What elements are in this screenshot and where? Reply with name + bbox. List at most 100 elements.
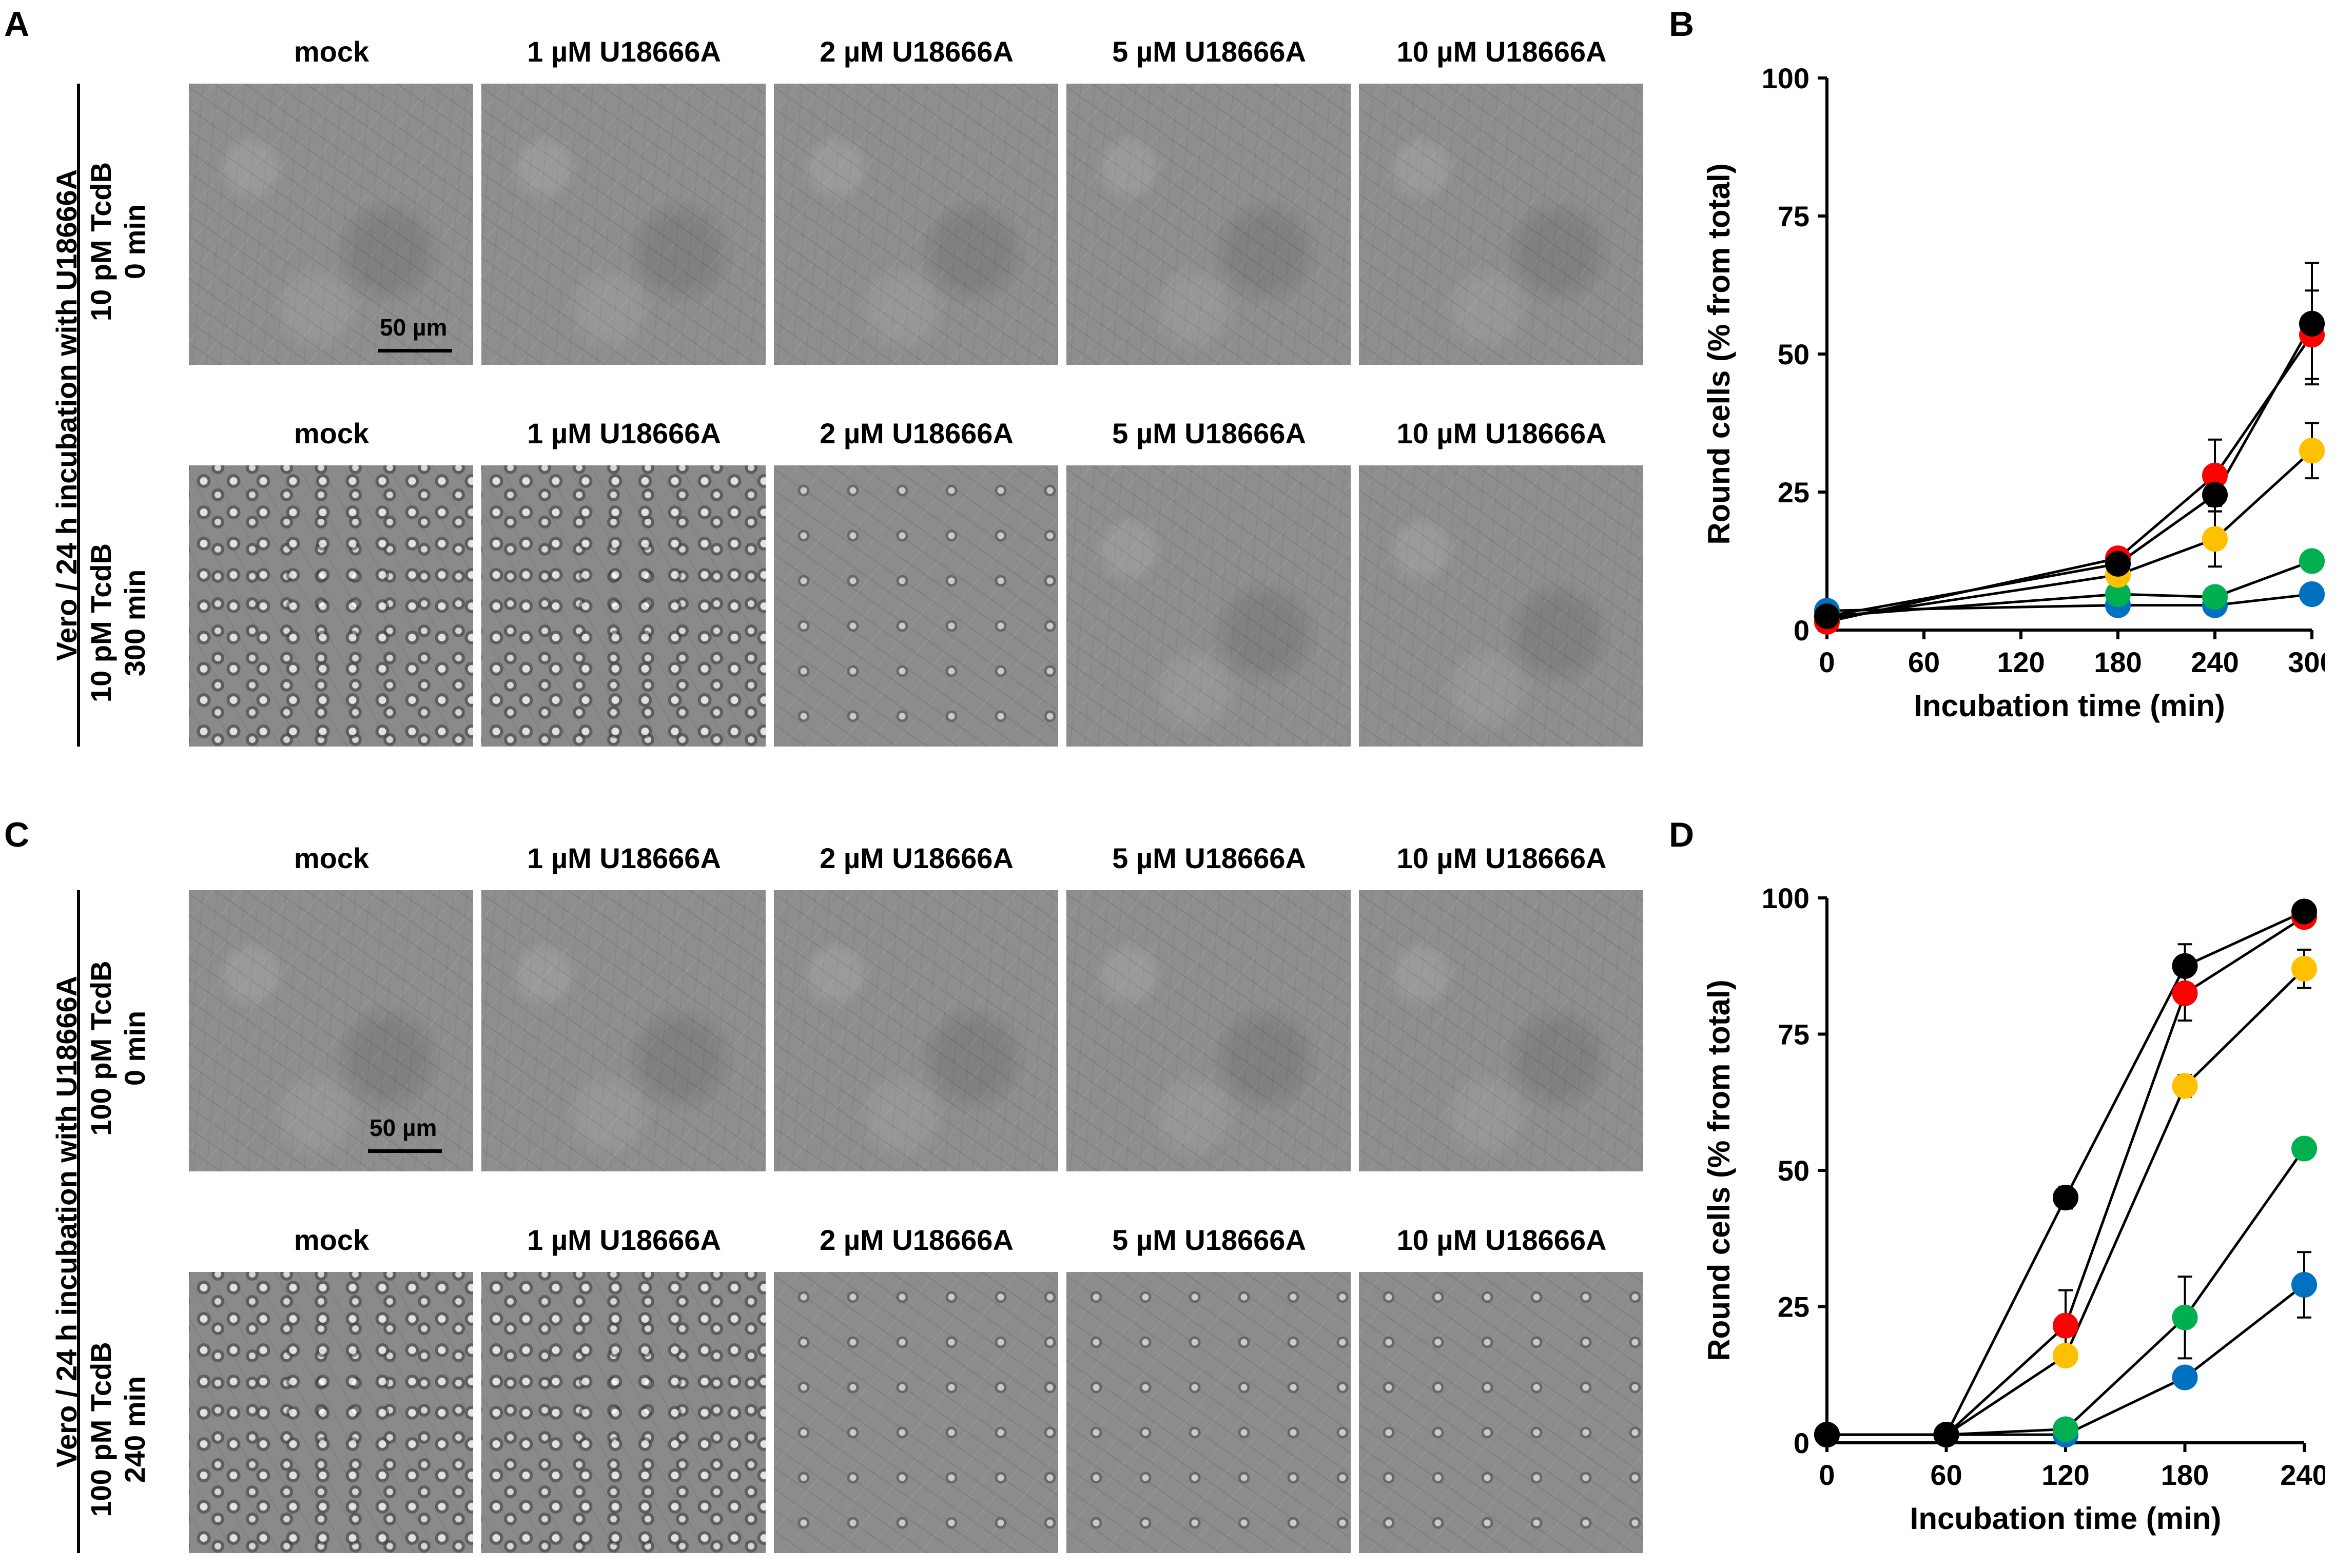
- micrograph: [1359, 465, 1643, 747]
- row-label-line: 100 pM TcdB: [85, 1342, 117, 1517]
- data-point: [2202, 482, 2228, 508]
- micrograph: [1359, 1272, 1643, 1553]
- column-label: mock: [294, 417, 369, 449]
- panel-label-a: A: [4, 5, 30, 44]
- x-tick-label: 120: [2041, 1459, 2089, 1491]
- x-tick-label: 180: [2094, 646, 2142, 678]
- micrograph: [1066, 465, 1351, 747]
- y-axis-label: Round cells (% from total): [1702, 163, 1736, 544]
- x-tick-label: 0: [1819, 1459, 1835, 1491]
- row-label: 100 pM TcdB 240 min: [84, 1291, 152, 1568]
- data-point: [2172, 980, 2198, 1006]
- group-bracket: [77, 84, 80, 747]
- data-point: [1814, 1422, 1840, 1448]
- data-point: [2202, 584, 2228, 610]
- panel-label-b: B: [1669, 5, 1695, 44]
- data-point: [2105, 551, 2131, 577]
- y-tick-label: 25: [1778, 1291, 1809, 1323]
- x-axis-label: Incubation time (min): [1910, 1501, 2222, 1536]
- data-point: [2053, 1312, 2078, 1339]
- chart-b: 0 25 50 75 100 0 60 120 180 240 300 Incubation time…: [1702, 62, 2325, 723]
- group-label: Vero / 24 h incubation with U18666A: [50, 975, 83, 1468]
- y-axis-label: Round cells (% from total): [1702, 979, 1736, 1361]
- micrograph: [1066, 890, 1351, 1171]
- data-point: [2172, 1304, 2198, 1330]
- data-point: [2291, 956, 2317, 982]
- series-line: [1826, 560, 2312, 618]
- column-label: 1 µM U18666A: [527, 842, 721, 874]
- data-point: [2291, 898, 2317, 925]
- y-tick-label: 75: [1778, 1018, 1809, 1051]
- y-tick-label: 50: [1778, 338, 1809, 370]
- scale-bar: [378, 349, 452, 352]
- series-line: [1826, 593, 2312, 612]
- micrograph: [774, 84, 1058, 365]
- column-label: mock: [294, 1224, 369, 1256]
- data-point: [1814, 603, 1840, 630]
- row-label-line: 240 min: [119, 1376, 151, 1483]
- column-label: mock: [294, 842, 369, 874]
- data-point: [2172, 1073, 2198, 1099]
- column-label: 1 µM U18666A: [527, 35, 721, 68]
- y-tick-label: 75: [1778, 200, 1809, 232]
- column-label: 5 µM U18666A: [1112, 842, 1306, 874]
- x-tick-label: 300: [2288, 646, 2325, 678]
- row-label-line: 10 pM TcdB: [85, 543, 117, 703]
- micrograph: [1066, 84, 1351, 365]
- x-tick-label: 240: [2191, 646, 2239, 678]
- micrograph: [1359, 84, 1643, 365]
- column-label: 10 µM U18666A: [1396, 842, 1607, 874]
- column-label: 5 µM U18666A: [1112, 35, 1306, 68]
- y-tick-label: 0: [1794, 614, 1809, 646]
- x-tick-label: 120: [1997, 646, 2045, 678]
- data-point: [2202, 526, 2228, 552]
- scale-bar-label: 50 µm: [380, 314, 447, 341]
- micrograph: [189, 1272, 473, 1553]
- panel-label-c: C: [4, 815, 30, 854]
- data-point: [2291, 1272, 2317, 1298]
- micrograph: [189, 465, 473, 747]
- data-point: [2053, 1343, 2078, 1369]
- y-tick-label: 100: [1762, 882, 1809, 914]
- x-tick-label: 60: [1930, 1459, 1962, 1491]
- micrograph: [1066, 1272, 1351, 1553]
- data-point: [2053, 1416, 2078, 1442]
- row-label: 10 pM TcdB 300 min: [84, 484, 152, 761]
- micrograph: [481, 1272, 766, 1553]
- chart-d: 0 25 50 75 100 0 60 120 180 240 Incubation time (m…: [1702, 882, 2325, 1536]
- data-point: [2172, 953, 2198, 979]
- micrograph: [481, 890, 766, 1171]
- row-label: 10 pM TcdB 0 min: [84, 103, 152, 380]
- y-tick-label: 100: [1762, 62, 1809, 94]
- micrograph: 50 µm: [189, 84, 473, 365]
- scale-bar: [368, 1149, 442, 1153]
- micrograph: 50 µm: [189, 890, 473, 1171]
- micrograph: [774, 890, 1058, 1171]
- row-label-line: 100 pM TcdB: [85, 961, 117, 1136]
- micrograph: [481, 465, 766, 747]
- y-tick-label: 0: [1794, 1427, 1809, 1459]
- row-label-line: 10 pM TcdB: [85, 162, 117, 322]
- group-label: Vero / 24 h incubation with U18666A: [50, 169, 83, 661]
- column-label: 10 µM U18666A: [1396, 417, 1607, 449]
- x-axis-label: Incubation time (min): [1914, 689, 2225, 723]
- column-label: 5 µM U18666A: [1112, 417, 1306, 449]
- micrograph: [481, 84, 766, 365]
- column-label: 1 µM U18666A: [527, 1224, 721, 1256]
- row-label-line: 0 min: [119, 204, 151, 280]
- micrograph: [774, 1272, 1058, 1553]
- scale-bar-label: 50 µm: [369, 1114, 437, 1141]
- row-label-line: 300 min: [119, 569, 151, 677]
- data-point: [2299, 438, 2325, 464]
- column-label: 2 µM U18666A: [820, 1224, 1014, 1256]
- data-point: [1933, 1422, 1959, 1448]
- group-bracket: [77, 890, 80, 1553]
- column-label: 1 µM U18666A: [527, 417, 721, 449]
- micrograph: [1359, 890, 1643, 1171]
- y-tick-label: 25: [1778, 476, 1809, 508]
- data-point: [2291, 1135, 2317, 1162]
- series-line: [1826, 334, 2313, 623]
- x-tick-label: 240: [2280, 1459, 2325, 1491]
- series-line: [1826, 323, 2313, 618]
- data-point: [2053, 1185, 2078, 1211]
